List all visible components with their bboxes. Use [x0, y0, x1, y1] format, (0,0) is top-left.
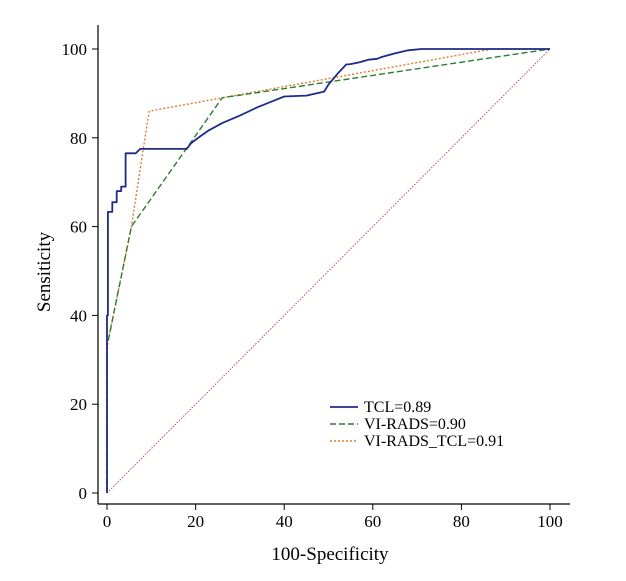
legend-label: VI-RADS_TCL=0.91: [364, 433, 504, 450]
x-tick-label: 100: [537, 512, 563, 531]
legend-label: VI-RADS=0.90: [364, 416, 466, 433]
x-tick-label: 40: [276, 512, 293, 531]
x-axis-title: 100-Specificity: [271, 544, 389, 565]
x-tick-label: 20: [187, 512, 204, 531]
x-tick-label: 60: [364, 512, 381, 531]
x-tick-label: 80: [453, 512, 470, 531]
legend-label: TCL=0.89: [364, 399, 431, 416]
series-line-vi-rads-tcl: [106, 48, 550, 493]
series-line-tcl: [106, 48, 550, 493]
y-tick-label: 40: [70, 306, 87, 325]
y-tick-label: 80: [70, 129, 87, 148]
y-tick-label: 100: [62, 40, 88, 59]
y-axis-title: Sensiticity: [34, 231, 55, 312]
y-tick-label: 20: [70, 395, 87, 414]
plot-area: [106, 48, 551, 494]
y-axis-ticks: 0 20 40 60 80 100: [62, 40, 98, 503]
y-tick-label: 0: [79, 484, 88, 503]
x-tick-label: 0: [103, 512, 112, 531]
y-tick-label: 60: [70, 218, 87, 237]
x-axis-ticks: 0 20 40 60 80 100: [103, 504, 563, 531]
reference-diagonal: [106, 48, 551, 494]
